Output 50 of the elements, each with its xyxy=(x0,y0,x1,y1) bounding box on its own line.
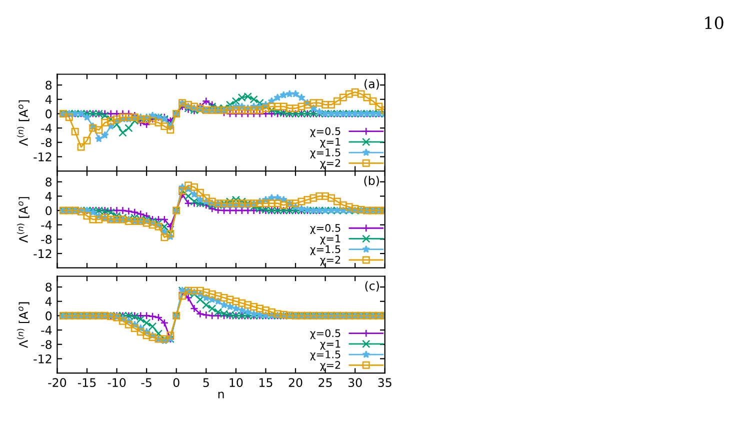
annotation: (b) xyxy=(364,176,379,186)
legend-label: χ=1 xyxy=(320,234,340,245)
x-axis-title: n xyxy=(218,392,224,398)
legend-label: χ=1 xyxy=(320,340,340,350)
y-tick-label: -12 xyxy=(34,249,52,258)
legend-label: χ=1 xyxy=(320,138,340,148)
legend-label: χ=2 xyxy=(320,361,340,371)
legend-label: χ=2 xyxy=(320,256,340,266)
y-tick-label: -4 xyxy=(41,326,52,335)
y-tick-label: -4 xyxy=(41,220,52,230)
y-axis-title: Λ$^{(n)}$ [A$^{o}$] xyxy=(16,197,30,243)
y-tick-label: 4 xyxy=(45,297,52,306)
legend-label: χ=0.5 xyxy=(310,224,340,234)
y-tick-label: 4 xyxy=(45,192,52,201)
y-tick-label: -8 xyxy=(41,340,52,350)
annotation: (a) xyxy=(364,79,379,90)
x-tick-label: 30 xyxy=(348,378,362,388)
y-tick-label: -12 xyxy=(34,152,52,162)
x-tick-label: 0 xyxy=(173,378,180,388)
x-tick-label: -10 xyxy=(108,378,126,388)
y-axis-title: Λ$^{(n)}$ [A$^{o}$] xyxy=(16,100,30,146)
x-tick-label: 25 xyxy=(318,378,332,388)
y-tick-label: 0 xyxy=(46,206,52,216)
annotation: (c) xyxy=(365,281,379,292)
y-tick-label: 0 xyxy=(46,311,52,320)
y-tick-label: 4 xyxy=(45,95,52,104)
y-tick-label: -12 xyxy=(34,354,52,364)
x-tick-label: 5 xyxy=(203,378,209,388)
y-tick-label: 8 xyxy=(46,80,52,90)
x-tick-label: -15 xyxy=(78,378,96,388)
y-tick-label: 8 xyxy=(46,282,52,292)
y-tick-label: -8 xyxy=(41,234,52,244)
legend-label: χ=1.5 xyxy=(310,350,340,360)
legend-label: χ=2 xyxy=(320,159,340,169)
y-tick-label: -8 xyxy=(41,138,52,148)
x-tick-label: 35 xyxy=(378,378,392,388)
x-tick-label: 15 xyxy=(260,378,272,388)
y-axis-title: Λ$^{(n)}$ [A$^{o}$] xyxy=(16,302,30,348)
x-tick-label: -20 xyxy=(48,378,66,388)
x-tick-label: 10 xyxy=(230,378,243,388)
text: 10 xyxy=(705,16,724,30)
x-tick-label: -5 xyxy=(141,378,152,388)
y-tick-label: -4 xyxy=(41,124,52,133)
y-tick-label: 8 xyxy=(46,178,52,186)
legend-label: χ=0.5 xyxy=(310,329,340,340)
legend-label: χ=1.5 xyxy=(310,148,340,158)
y-tick-label: 0 xyxy=(46,109,52,118)
x-tick-label: 20 xyxy=(288,378,302,388)
legend-label: χ=1.5 xyxy=(310,245,340,256)
legend-label: χ=0.5 xyxy=(310,127,340,138)
